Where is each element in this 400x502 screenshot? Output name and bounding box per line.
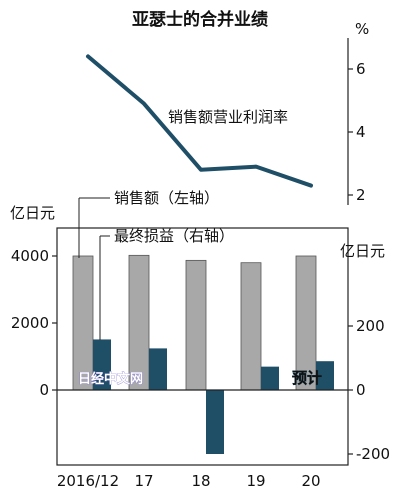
right-tick-label: 200 — [356, 317, 385, 335]
left-axis-unit: 亿日元 — [10, 204, 55, 222]
chart-title: 亚瑟士的合并业绩 — [132, 9, 268, 30]
net-profit-bar — [93, 339, 111, 390]
top-tick-label: 2 — [356, 186, 366, 204]
net-profit-bar — [206, 390, 224, 454]
x-tick-label: 17 — [134, 472, 153, 490]
legend-net-profit: 最终损益（右轴） — [114, 227, 234, 245]
sales-bar — [240, 262, 262, 391]
line-panel: % 6 4 2 销售额营业利润率 — [86, 20, 369, 205]
x-tick-label: 18 — [191, 472, 210, 490]
right-axis-unit: 亿日元 — [340, 242, 385, 260]
legend-sales: 销售额（左轴） — [114, 189, 219, 207]
net-profit-bar — [261, 366, 279, 390]
net-profit-bar — [149, 348, 167, 390]
top-axis-unit: % — [355, 20, 369, 38]
right-tick-label: -200 — [356, 445, 390, 463]
watermark: 日经中文网 — [78, 371, 143, 387]
x-tick-label: 20 — [301, 472, 320, 490]
sales-bar — [128, 254, 150, 391]
top-tick-label: 4 — [356, 123, 366, 141]
net-profit-bar — [316, 361, 334, 390]
left-tick-label: 2000 — [11, 314, 49, 332]
left-tick-label: 4000 — [11, 247, 49, 265]
line-series-label: 销售额营业利润率 — [168, 108, 288, 126]
plot-frame — [56, 227, 349, 466]
x-tick-label: 19 — [246, 472, 265, 490]
sales-bar — [72, 255, 94, 391]
x-tick-label: 2016/12 — [57, 472, 119, 490]
right-tick-label: 0 — [356, 381, 366, 399]
forecast-label: 预计 — [292, 369, 322, 387]
sales-bar — [185, 259, 207, 391]
left-tick-label: 0 — [39, 381, 49, 399]
top-tick-label: 6 — [356, 60, 366, 78]
